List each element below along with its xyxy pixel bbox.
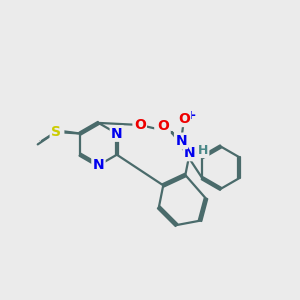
Text: N: N — [93, 158, 104, 172]
Text: N: N — [111, 127, 123, 140]
Text: ⁻: ⁻ — [155, 117, 161, 130]
Text: N: N — [175, 134, 187, 148]
Text: O: O — [178, 112, 190, 126]
Text: S: S — [53, 124, 63, 138]
Text: N: N — [184, 146, 196, 160]
Text: S: S — [51, 125, 61, 139]
Text: O: O — [158, 119, 169, 133]
Text: H: H — [198, 144, 208, 157]
Text: S: S — [39, 140, 40, 141]
Text: O: O — [134, 118, 146, 132]
Text: +: + — [186, 109, 197, 122]
